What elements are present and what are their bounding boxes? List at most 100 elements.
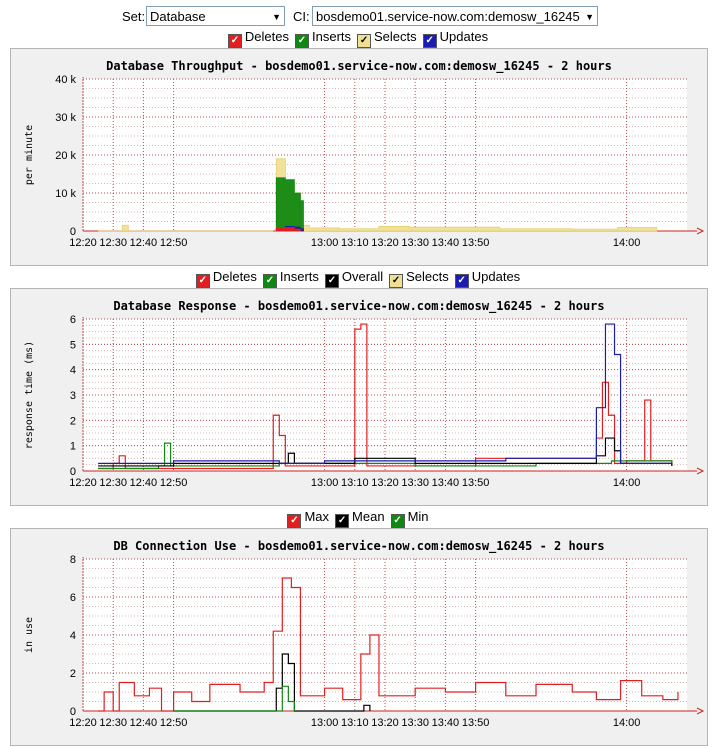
x-tick-label: 13:10 (341, 717, 369, 729)
x-tick-label: 13:20 (371, 477, 399, 489)
x-tick-label: 13:40 (432, 717, 460, 729)
chart-title: Database Throughput - bosdemo01.service-… (106, 59, 612, 74)
x-tick-label: 13:10 (341, 477, 369, 489)
x-tick-label: 13:00 (311, 717, 339, 729)
set-select[interactable]: Database ▼ (146, 6, 285, 26)
y-tick-label: 2 (70, 415, 76, 427)
x-tick-label: 12:50 (160, 477, 188, 489)
series-line-overall (98, 437, 673, 467)
y-tick-label: 20 k (55, 150, 76, 162)
throughput-chart-panel: Database Throughput - bosdemo01.service-… (10, 48, 708, 266)
y-tick-label: 6 (70, 314, 76, 326)
checkbox-icon[interactable]: ✓ (335, 514, 350, 528)
legend-item-deletes[interactable]: ✓ Deletes (227, 29, 289, 48)
y-tick-label: 1 (70, 441, 76, 453)
checkbox-icon[interactable]: ✓ (357, 34, 372, 48)
checkbox-icon[interactable]: ✓ (227, 34, 242, 48)
y-tick-label: 5 (70, 339, 76, 351)
response-legend: ✓ Deletes ✓ Inserts ✓ Overall ✓ Selects ✓ Updates (0, 269, 716, 288)
connection-legend: ✓ Max ✓ Mean ✓ Min (0, 509, 716, 528)
ci-select[interactable]: bosdemo01.service-now.com:demosw_16245 ▼ (312, 6, 598, 26)
legend-item-inserts[interactable]: ✓ Inserts (262, 269, 319, 288)
legend-label: Selects (406, 269, 449, 284)
series-line-max (98, 577, 679, 712)
x-tick-label: 13:00 (311, 477, 339, 489)
x-axis-arrow-icon (696, 227, 705, 235)
response-chart-panel: Database Response - bosdemo01.service-no… (10, 288, 708, 506)
y-axis-label: in use (24, 617, 35, 653)
x-tick-label: 13:50 (462, 237, 490, 249)
legend-label: Min (407, 509, 429, 524)
set-label: Set: (122, 9, 146, 24)
response-chart: Database Response - bosdemo01.service-no… (24, 299, 705, 489)
connection-chart-panel: DB Connection Use - bosdemo01.service-no… (10, 528, 708, 746)
x-tick-label: 13:30 (401, 237, 429, 249)
x-tick-label: 13:50 (462, 477, 490, 489)
checkbox-icon[interactable]: ✓ (389, 274, 404, 288)
legend-label: Overall (341, 269, 384, 284)
x-tick-label: 13:40 (432, 237, 460, 249)
checkbox-icon[interactable]: ✓ (295, 34, 309, 48)
legend-label: Inserts (279, 269, 319, 284)
legend-label: Updates (471, 269, 521, 284)
legend-label: Inserts (312, 29, 352, 44)
legend-item-min[interactable]: ✓ Min (390, 509, 429, 528)
y-tick-label: 3 (70, 390, 76, 402)
checkbox-icon[interactable]: ✓ (324, 274, 339, 288)
x-tick-label: 12:20 (69, 717, 97, 729)
checkbox-icon[interactable]: ✓ (454, 274, 469, 288)
x-tick-label: 13:30 (401, 717, 429, 729)
series-area-inserts (273, 177, 304, 232)
x-tick-label: 12:30 (99, 477, 127, 489)
checkbox-icon[interactable]: ✓ (390, 514, 405, 528)
x-tick-label: 12:30 (99, 717, 127, 729)
legend-item-deletes[interactable]: ✓ Deletes (195, 269, 257, 288)
x-tick-label: 14:00 (613, 717, 641, 729)
legend-label: Mean (352, 509, 385, 524)
y-axis-label: per minute (24, 125, 35, 185)
checkbox-icon[interactable]: ✓ (195, 274, 210, 288)
series-area-deletes (273, 227, 301, 232)
x-tick-label: 14:00 (613, 237, 641, 249)
legend-item-updates[interactable]: ✓ Updates (422, 29, 489, 48)
y-tick-label: 10 k (55, 188, 76, 200)
y-tick-label: 2 (70, 668, 76, 680)
checkbox-icon[interactable]: ✓ (422, 34, 437, 48)
x-tick-label: 12:40 (130, 477, 158, 489)
y-axis-label: response time (ms) (24, 341, 35, 449)
x-tick-label: 12:20 (69, 477, 97, 489)
x-axis-arrow-icon (696, 707, 705, 715)
x-tick-label: 13:20 (371, 237, 399, 249)
legend-label: Updates (439, 29, 489, 44)
x-tick-label: 14:00 (613, 477, 641, 489)
series-line-mean (173, 653, 371, 712)
y-tick-label: 8 (70, 554, 76, 566)
legend-item-selects[interactable]: ✓ Selects (357, 29, 417, 48)
chart-title: Database Response - bosdemo01.service-no… (113, 299, 604, 314)
chevron-down-icon: ▼ (585, 12, 594, 22)
legend-item-inserts[interactable]: ✓ Inserts (295, 29, 351, 48)
x-tick-label: 12:50 (160, 717, 188, 729)
legend-item-max[interactable]: ✓ Max (287, 509, 329, 528)
legend-item-overall[interactable]: ✓ Overall (324, 269, 384, 288)
x-tick-label: 12:40 (130, 237, 158, 249)
legend-label: Selects (374, 29, 417, 44)
ci-select-value: bosdemo01.service-now.com:demosw_16245 (316, 9, 580, 24)
connection-chart: DB Connection Use - bosdemo01.service-no… (24, 539, 705, 729)
x-tick-label: 13:30 (401, 477, 429, 489)
legend-item-updates[interactable]: ✓ Updates (454, 269, 521, 288)
chevron-down-icon: ▼ (272, 12, 281, 22)
series-line-min (173, 685, 295, 712)
checkbox-icon[interactable]: ✓ (262, 274, 277, 288)
x-tick-label: 12:50 (160, 237, 188, 249)
legend-item-selects[interactable]: ✓ Selects (389, 269, 449, 288)
x-tick-label: 12:20 (69, 237, 97, 249)
set-select-value: Database (150, 9, 206, 24)
y-tick-label: 0 (70, 466, 76, 478)
series-line-updates (98, 323, 672, 464)
checkbox-icon[interactable]: ✓ (287, 514, 302, 528)
legend-label: Max (304, 509, 330, 524)
legend-item-mean[interactable]: ✓ Mean (335, 509, 385, 528)
y-tick-label: 4 (70, 630, 76, 642)
x-tick-label: 12:30 (99, 237, 127, 249)
